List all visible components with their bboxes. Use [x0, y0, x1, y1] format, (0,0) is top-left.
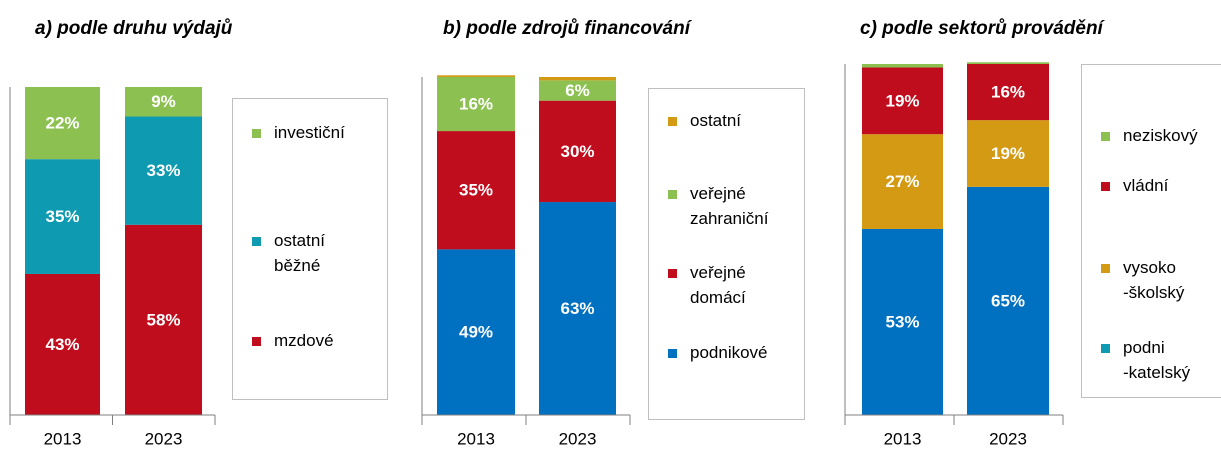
- legend-label: veřejné zahraniční: [690, 184, 769, 228]
- data-label: 30%: [560, 142, 594, 161]
- data-label: 58%: [146, 310, 180, 329]
- bar-segment: [437, 131, 515, 250]
- x-tick-label: 2023: [559, 429, 597, 448]
- data-label: 49%: [459, 323, 493, 342]
- legend-swatch: [668, 117, 677, 126]
- legend-swatch: [1101, 132, 1110, 141]
- legend-swatch: [668, 349, 677, 358]
- data-label: 6%: [565, 81, 590, 100]
- bar-segment: [125, 116, 202, 225]
- bar-segment: [862, 134, 943, 229]
- legend-swatch: [668, 190, 677, 199]
- x-tick-label: 2023: [145, 429, 183, 448]
- bar-segment: [967, 62, 1049, 64]
- x-tick-label: 2013: [457, 429, 495, 448]
- legend-label: vysoko -školský: [1123, 258, 1185, 302]
- x-tick-label: 2013: [44, 429, 82, 448]
- legend-label: vládní: [1123, 176, 1169, 195]
- legend-swatch: [252, 129, 261, 138]
- data-label: 9%: [151, 92, 176, 111]
- chart-title: c) podle sektorů provádění: [860, 18, 1103, 39]
- bar-segment: [862, 228, 943, 415]
- data-label: 43%: [45, 335, 79, 354]
- data-label: 65%: [991, 291, 1025, 310]
- legend-swatch: [252, 237, 261, 246]
- bar-segment: [437, 249, 515, 415]
- x-tick-label: 2013: [884, 429, 922, 448]
- data-label: 19%: [885, 91, 919, 110]
- bar-segment: [25, 273, 100, 415]
- bar-segment: [25, 159, 100, 274]
- chart-title: a) podle druhu výdajů: [35, 18, 233, 39]
- bar-segment: [437, 75, 515, 77]
- legend-swatch: [668, 269, 677, 278]
- legend-swatch: [1101, 182, 1110, 191]
- legend: [232, 98, 388, 400]
- data-label: 35%: [459, 181, 493, 200]
- data-label: 35%: [45, 207, 79, 226]
- legend: [648, 88, 805, 420]
- bar-segment: [125, 87, 202, 117]
- legend-label: mzdové: [274, 331, 334, 350]
- legend-swatch: [1101, 344, 1110, 353]
- legend-label: neziskový: [1123, 126, 1198, 145]
- data-label: 22%: [45, 114, 79, 133]
- bar-segment: [539, 100, 616, 203]
- legend-label: podni -katelský: [1123, 338, 1191, 382]
- legend-label: podnikové: [690, 343, 768, 362]
- x-tick-label: 2023: [989, 429, 1027, 448]
- legend-swatch: [252, 337, 261, 346]
- bar-segment: [539, 202, 616, 415]
- bar-segment: [967, 120, 1049, 187]
- legend: [1081, 64, 1221, 398]
- chart-title: b) podle zdrojů financování: [443, 18, 690, 39]
- bar-segment: [967, 64, 1049, 121]
- legend-label: veřejné domácí: [690, 263, 746, 307]
- data-label: 16%: [991, 83, 1025, 102]
- bar-segment: [437, 77, 515, 132]
- data-label: 53%: [885, 312, 919, 331]
- legend-label: ostatní běžné: [274, 231, 326, 275]
- legend-label: investiční: [274, 123, 345, 142]
- bar-segment: [125, 224, 202, 415]
- bar-segment: [862, 64, 943, 68]
- bar-segment: [539, 80, 616, 101]
- data-label: 63%: [560, 299, 594, 318]
- data-label: 19%: [991, 144, 1025, 163]
- bar-segment: [967, 186, 1049, 415]
- bar-segment: [539, 77, 616, 81]
- legend-swatch: [1101, 264, 1110, 273]
- bar-segment: [862, 67, 943, 135]
- bar-segment: [25, 87, 100, 160]
- data-label: 33%: [146, 161, 180, 180]
- data-label: 27%: [885, 172, 919, 191]
- data-label: 16%: [459, 95, 493, 114]
- legend-label: ostatní: [690, 111, 742, 130]
